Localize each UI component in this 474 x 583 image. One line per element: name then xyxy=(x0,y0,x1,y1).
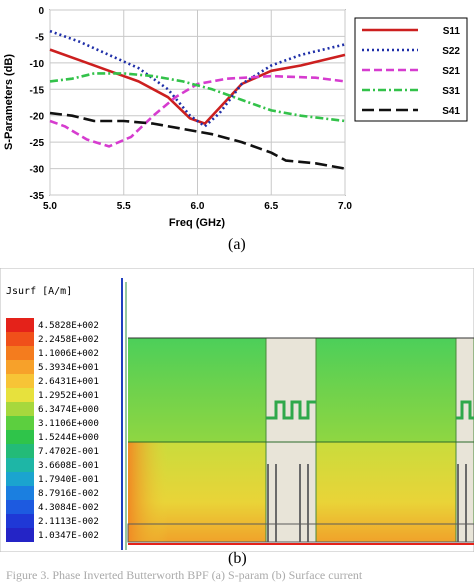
tick-layer: 5.0 5.5 6.0 6.5 7.0 0 -5 -10 -15 -20 -25 -30 -35 xyxy=(30,6,353,212)
meander-line-1 xyxy=(266,400,316,420)
bottom-strip xyxy=(127,523,474,543)
colorbar-swatch xyxy=(6,458,34,472)
colorbar-row: 6.3474E+000 xyxy=(6,402,118,416)
y-tick-label: -15 xyxy=(30,85,45,96)
legend: S11 S22 S21 S31 S41 xyxy=(354,17,468,122)
colorbar-label: 4.3084E-002 xyxy=(38,501,99,513)
y-tick-label: 0 xyxy=(38,6,44,17)
colorbar-row: 4.5828E+002 xyxy=(6,318,118,332)
colorbar-label: 1.2952E+001 xyxy=(38,389,99,401)
comb-fingers-1 xyxy=(267,464,309,542)
colorbar-label: 5.3934E+001 xyxy=(38,361,99,373)
colorbar-swatch xyxy=(6,402,34,416)
x-tick-label: 5.0 xyxy=(43,201,57,212)
colorbar-swatch xyxy=(6,430,34,444)
y-axis-label: S-Parameters (dB) xyxy=(3,54,15,150)
x-tick-label: 6.5 xyxy=(264,201,278,212)
series-layer xyxy=(49,29,346,170)
colorbar-swatch xyxy=(6,332,34,346)
colorbar-label: 2.6431E+001 xyxy=(38,375,99,387)
colorbar-swatch xyxy=(6,318,34,332)
series-s41-line xyxy=(49,111,346,170)
colorbar-row: 2.1113E-002 xyxy=(6,514,118,528)
colorbar-label: 1.5244E+000 xyxy=(38,431,99,443)
meander-line-2 xyxy=(456,400,474,420)
legend-label-s41: S41 xyxy=(442,106,460,117)
colorbar-row: 7.4702E-001 xyxy=(6,444,118,458)
colorbar-label: 1.0347E-002 xyxy=(38,529,99,541)
colorbar-swatch xyxy=(6,486,34,500)
colorbar: 4.5828E+002 2.2458E+002 1.1006E+002 5.3934E… xyxy=(6,318,118,542)
legend-label-s22: S22 xyxy=(442,46,460,57)
series-s31-line xyxy=(49,72,346,123)
colorbar-row: 3.1106E+000 xyxy=(6,416,118,430)
colorbar-swatch xyxy=(6,528,34,542)
y-tick-label: -35 xyxy=(30,191,45,202)
colorbar-row: 1.5244E+000 xyxy=(6,430,118,444)
y-tick-label: -5 xyxy=(35,32,44,43)
colorbar-label: 3.6608E-001 xyxy=(38,459,99,471)
x-tick-label: 5.5 xyxy=(117,201,131,212)
x-tick-label: 6.0 xyxy=(191,201,205,212)
legend-label-s11: S11 xyxy=(443,26,461,37)
series-s22-line xyxy=(49,29,346,128)
colorbar-swatch xyxy=(6,500,34,514)
colorbar-swatch xyxy=(6,374,34,388)
colorbar-swatch xyxy=(6,388,34,402)
legend-label-s21: S21 xyxy=(442,66,460,77)
colorbar-row: 2.2458E+002 xyxy=(6,332,118,346)
caption-a: (a) xyxy=(228,236,246,253)
legend-entries: S11 S22 S21 S31 S41 xyxy=(362,26,460,117)
caption-b: (b) xyxy=(228,550,247,567)
colorbar-label: 8.7916E-002 xyxy=(38,487,99,499)
left-hot-edge xyxy=(128,442,168,542)
y-tick-label: -10 xyxy=(30,59,45,70)
colorbar-label: 3.1106E+000 xyxy=(38,417,99,429)
colorbar-label: 7.4702E-001 xyxy=(38,445,99,457)
surface-current-plot xyxy=(0,268,474,552)
colorbar-row: 2.6431E+001 xyxy=(6,374,118,388)
comb-fingers-2 xyxy=(457,464,467,542)
colorbar-row: 1.7940E-001 xyxy=(6,472,118,486)
colorbar-label: 1.1006E+002 xyxy=(38,347,99,359)
grid-layer xyxy=(49,9,346,196)
colorbar-row: 8.7916E-002 xyxy=(6,486,118,500)
colorbar-label: 6.3474E+000 xyxy=(38,403,99,415)
colorbar-label: 2.1113E-002 xyxy=(38,515,99,527)
y-tick-label: -25 xyxy=(30,138,45,149)
colorbar-row: 4.3084E-002 xyxy=(6,500,118,514)
colorbar-swatch xyxy=(6,416,34,430)
colorbar-label: 2.2458E+002 xyxy=(38,333,99,345)
colorbar-title: Jsurf [A/m] xyxy=(6,286,73,297)
colorbar-row: 1.0347E-002 xyxy=(6,528,118,542)
s-parameter-chart: 5.0 5.5 6.0 6.5 7.0 0 -5 -10 -15 -20 -25 -30 -35 Fre… xyxy=(3,6,468,229)
colorbar-swatch xyxy=(6,444,34,458)
figure-footer-text: Figure 3. Phase Inverted Butterworth BPF… xyxy=(6,568,363,582)
colorbar-row: 1.1006E+002 xyxy=(6,346,118,360)
x-tick-label: 7.0 xyxy=(338,201,352,212)
colorbar-label: 1.7940E-001 xyxy=(38,473,99,485)
colorbar-swatch xyxy=(6,514,34,528)
colorbar-swatch xyxy=(6,346,34,360)
colorbar-label: 4.5828E+002 xyxy=(38,319,99,331)
colorbar-row: 3.6608E-001 xyxy=(6,458,118,472)
series-s21-line xyxy=(49,74,346,148)
x-axis-label: Freq (GHz) xyxy=(169,217,226,229)
colorbar-row: 1.2952E+001 xyxy=(6,388,118,402)
colorbar-swatch xyxy=(6,472,34,486)
legend-label-s31: S31 xyxy=(442,86,460,97)
colorbar-swatch xyxy=(6,360,34,374)
y-tick-label: -30 xyxy=(30,165,45,176)
simulation-field xyxy=(121,278,474,550)
y-tick-label: -20 xyxy=(30,112,45,123)
colorbar-row: 5.3934E+001 xyxy=(6,360,118,374)
